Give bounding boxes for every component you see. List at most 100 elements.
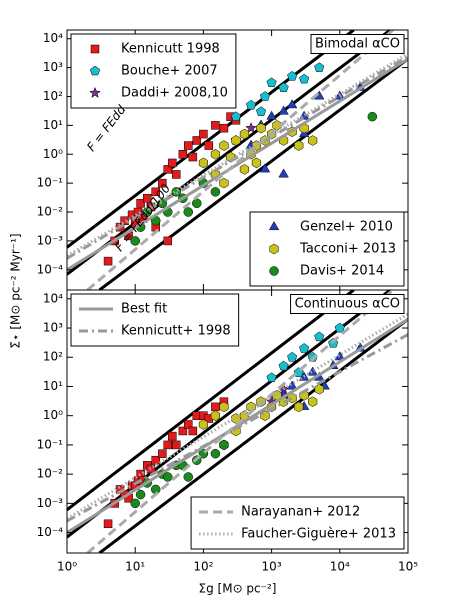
marker-hexagon [239, 128, 250, 140]
marker-pentagon [246, 99, 257, 110]
marker-hexagon [219, 177, 229, 189]
marker-pentagon [334, 322, 345, 333]
marker-square [204, 141, 214, 150]
legend-label: Narayanan+ 2012 [241, 505, 360, 520]
marker-hexagon [239, 164, 250, 175]
y-tick-label: 10⁴ [43, 31, 63, 45]
y-tick-label: 10⁻⁴ [37, 525, 64, 539]
legend-label: Tacconi+ 2013 [299, 242, 396, 257]
marker-square [192, 136, 202, 145]
line [98, 318, 408, 553]
y-tick-label: 10² [43, 350, 63, 364]
marker-hexagon [231, 135, 241, 146]
marker-circle [183, 207, 194, 217]
marker-square [178, 150, 188, 159]
marker-triangle [307, 366, 318, 376]
panel-label: Bimodal αCO [315, 37, 400, 52]
line [67, 333, 408, 523]
marker-square [120, 216, 129, 225]
marker-hexagon [256, 122, 266, 134]
marker-hexagon [314, 384, 324, 395]
panel-label-box [290, 294, 405, 314]
marker-hexagon [198, 419, 208, 430]
marker-pentagon [287, 351, 298, 362]
marker-square [188, 152, 198, 162]
line [67, 317, 408, 534]
marker-triangle [259, 163, 271, 173]
line [86, 290, 394, 553]
plot-area [67, 290, 408, 553]
marker-pentagon [299, 343, 310, 353]
marker-circle [210, 187, 221, 197]
marker-square [90, 44, 100, 54]
marker-circle [192, 198, 202, 209]
marker-square [211, 402, 220, 412]
marker-square [184, 141, 193, 150]
marker-pentagon [278, 82, 289, 93]
marker-pentagon [314, 331, 325, 342]
marker-square [158, 178, 167, 188]
marker-pentagon [314, 62, 325, 72]
marker-triangle [286, 99, 298, 109]
marker-triangle [266, 110, 277, 120]
x-tick-label: 10¹ [125, 560, 145, 574]
y-tick-label: 10⁻³ [37, 496, 64, 510]
legend-frame [70, 293, 240, 347]
x-tick-label: 10⁴ [330, 560, 350, 574]
marker-circle [162, 472, 173, 482]
marker-hexagon [269, 243, 279, 255]
marker-circle [130, 498, 140, 509]
marker-square [168, 158, 177, 168]
marker-pentagon [266, 77, 277, 87]
x-tick-label: 10⁵ [398, 560, 418, 574]
marker-circle [130, 236, 140, 246]
line [86, 30, 394, 290]
line [67, 290, 355, 511]
legend-label: Daddi+ 2008,10 [121, 86, 228, 101]
marker-circle [183, 472, 194, 482]
line [67, 57, 408, 272]
panel-label-box [310, 34, 405, 54]
marker-hexagon [219, 401, 229, 413]
marker-square [172, 170, 181, 179]
panel-label: Continuous αCO [295, 297, 400, 312]
marker-pentagon [259, 91, 270, 101]
marker-hexagon [219, 140, 229, 151]
marker-hexagon [308, 396, 318, 407]
y-tick-label: 10¹ [43, 118, 63, 132]
x-axis-label: Σg [M⊙ pc⁻²] [199, 582, 277, 596]
y-tick-label: 10⁴ [43, 291, 63, 305]
legend: Genzel+ 2010 Tacconi+ 2013 Davis+ 2014 [249, 211, 405, 287]
marker-star [245, 121, 257, 134]
marker-square [136, 199, 145, 208]
marker-hexagon [308, 135, 318, 146]
marker-hexagon [294, 140, 304, 151]
marker-triangle [268, 220, 280, 231]
legend-frame [190, 496, 405, 550]
y-tick-label: 10⁰ [43, 408, 63, 422]
marker-hexagon [210, 410, 220, 421]
legend: Kennicutt 1998 Bouche+ 2007 Daddi+ 2008,10 [70, 33, 237, 109]
marker-circle [367, 111, 378, 122]
marker-triangle [286, 380, 298, 390]
x-tick-label: 10⁰ [57, 560, 77, 574]
marker-circle [210, 448, 221, 459]
plot-frame [66, 289, 409, 554]
y-tick-label: 10² [43, 89, 63, 103]
y-tick-label: 10³ [43, 321, 63, 335]
marker-hexagon [294, 401, 304, 413]
marker-square [199, 129, 208, 139]
y-tick-label: 10⁻¹ [37, 437, 64, 451]
y-axis-label: Σ̇⋆ [M⊙ pc⁻² Myr⁻¹] [9, 233, 23, 348]
legend-label: Kennicutt 1998 [121, 42, 220, 57]
line [67, 54, 408, 260]
line [67, 30, 392, 276]
marker-circle [219, 440, 229, 450]
y-tick-label: 10³ [43, 60, 63, 74]
marker-square [103, 256, 113, 266]
marker-pentagon [266, 372, 277, 382]
marker-square [178, 426, 188, 436]
y-tick-label: 10⁻³ [37, 233, 64, 247]
marker-square [158, 449, 167, 458]
marker-triangle [278, 168, 289, 178]
